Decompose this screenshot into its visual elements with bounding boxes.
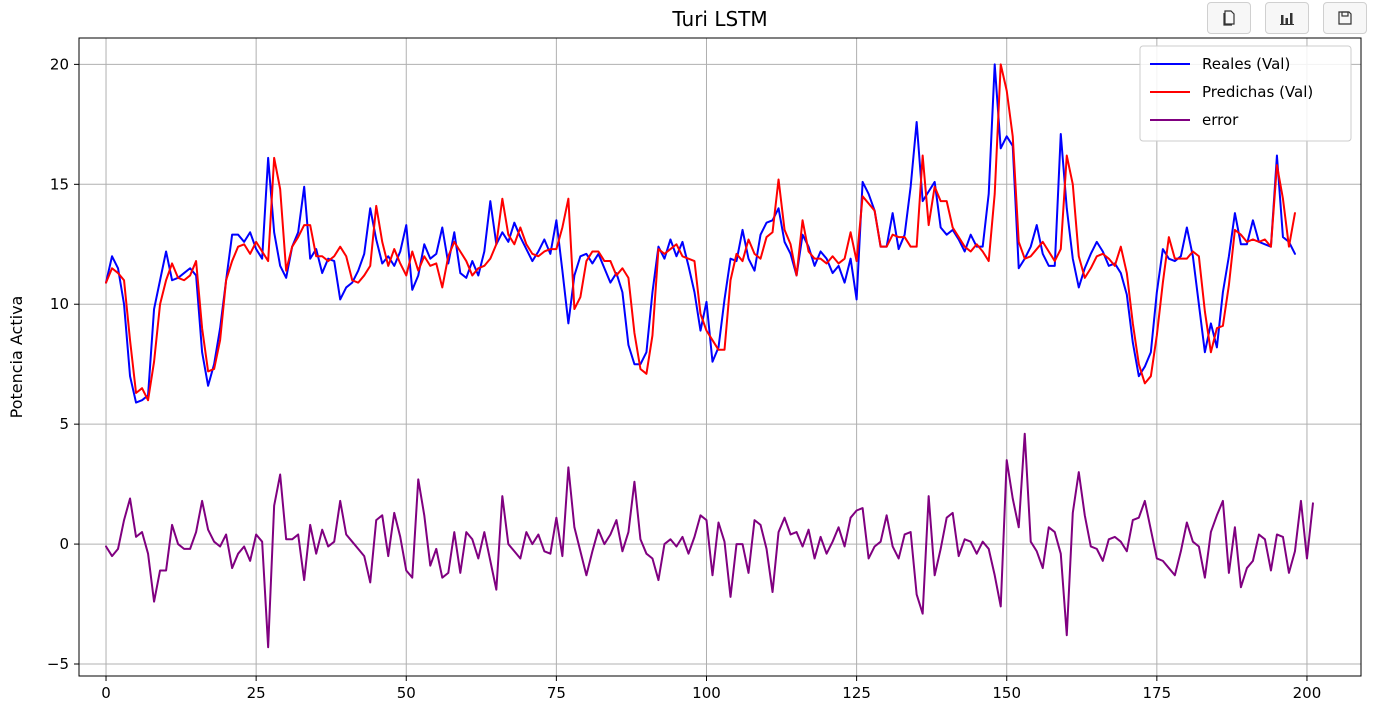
chart-toolbar (1207, 2, 1367, 34)
series-layer (105, 63, 1314, 649)
legend: Reales (Val) Predichas (Val) error (1139, 45, 1352, 142)
legend-label: Predichas (Val) (1202, 83, 1313, 101)
x-tick-label: 50 (397, 684, 416, 702)
save-icon (1338, 11, 1352, 25)
x-tick-label: 200 (1293, 684, 1322, 702)
series-line-reales-val (105, 63, 1296, 404)
bar-chart-icon (1280, 13, 1294, 25)
y-tick-label: −5 (47, 655, 69, 673)
grid (79, 38, 1361, 676)
legend-box (1139, 45, 1352, 142)
y-tick-label: 20 (50, 55, 69, 73)
chart-title: Turi LSTM (671, 7, 767, 31)
legend-label: Reales (Val) (1202, 55, 1290, 73)
series-line-predichas-val (105, 63, 1296, 402)
y-tick-label: 0 (59, 535, 69, 553)
y-tick-label: 10 (50, 295, 69, 313)
copy-button[interactable] (1207, 2, 1251, 34)
plot-area-frame (78, 37, 1362, 677)
x-tick-label: 125 (842, 684, 871, 702)
y-axis-label: Potencia Activa (7, 296, 26, 419)
copy-icon (1223, 10, 1235, 26)
x-tick-label: 100 (692, 684, 721, 702)
x-tick-label: 25 (247, 684, 266, 702)
x-tick-label: 175 (1143, 684, 1172, 702)
legend-label: error (1202, 111, 1239, 129)
x-tick-label: 75 (547, 684, 566, 702)
y-tick-label: 5 (59, 415, 69, 433)
x-tick-label: 150 (992, 684, 1021, 702)
y-tick-label: 15 (50, 175, 69, 193)
save-button[interactable] (1323, 2, 1367, 34)
chart-type-button[interactable] (1265, 2, 1309, 34)
series-line-error (105, 432, 1314, 649)
axes-ticks: 0 25 50 75 100 125 150 175 200 −5 0 5 10 15 20 (47, 55, 1321, 702)
x-tick-label: 0 (101, 684, 111, 702)
